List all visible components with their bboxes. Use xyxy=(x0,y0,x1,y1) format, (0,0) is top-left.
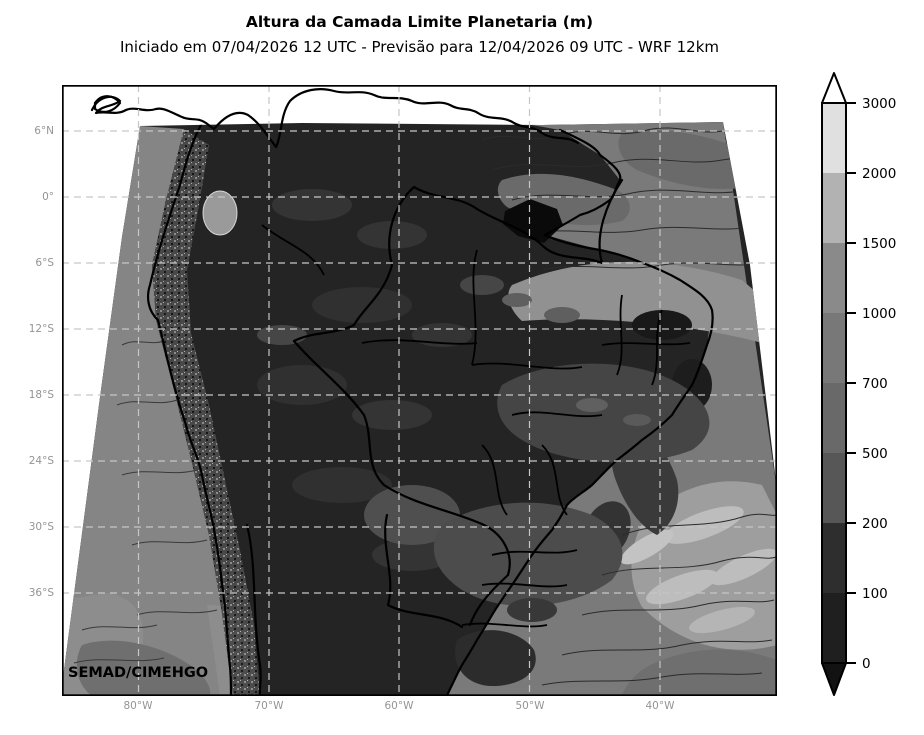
cbar-label-100: 100 xyxy=(862,586,888,602)
cbar-seg-2000-3000 xyxy=(822,103,846,173)
cbar-label-2000: 2000 xyxy=(862,166,896,182)
cbar-label-200: 200 xyxy=(862,516,888,532)
lat-tick-36s: 36°S xyxy=(28,587,54,599)
contour-lines-ne xyxy=(481,127,775,271)
colorbar-canvas: 0 100 200 500 700 1000 1500 2000 3000 xyxy=(821,72,896,696)
lon-tick-50w: 50°W xyxy=(515,700,545,712)
pbl-field xyxy=(62,122,777,696)
plot-subtitle: Iniciado em 07/04/2026 12 UTC - Previsão… xyxy=(119,38,720,56)
watermark: SEMAD/CIMEHGO xyxy=(68,665,208,681)
lat-tick-18s: 18°S xyxy=(28,389,54,401)
cbar-label-3000: 3000 xyxy=(862,96,896,112)
cbar-seg-700-1000 xyxy=(822,313,846,383)
cbar-seg-1500-2000 xyxy=(822,173,846,243)
colorbar-labels: 0 100 200 500 700 1000 1500 2000 3000 xyxy=(862,96,896,672)
map-canvas: SEMAD/CIMEHGO xyxy=(62,85,777,696)
lat-tick-6s: 6°S xyxy=(35,257,54,269)
amazon-mouth xyxy=(503,199,563,243)
cbar-label-0: 0 xyxy=(862,656,871,672)
lat-tick-0: 0° xyxy=(42,191,54,203)
lon-tick-70w: 70°W xyxy=(254,700,284,712)
colorbar-over-arrow xyxy=(821,72,847,104)
country-borders xyxy=(147,122,714,696)
cbar-label-700: 700 xyxy=(862,376,888,392)
map-plot: SEMAD/CIMEHGO xyxy=(62,85,777,696)
cbar-seg-200-500 xyxy=(822,453,846,523)
coastline-north xyxy=(90,88,580,149)
lon-tick-60w: 60°W xyxy=(384,700,414,712)
lat-tick-6n: 6°N xyxy=(34,125,54,137)
cbar-seg-100-200 xyxy=(822,523,846,593)
cbar-label-1000: 1000 xyxy=(862,306,896,322)
cbar-seg-500-700 xyxy=(822,383,846,453)
lat-tick-30s: 30°S xyxy=(28,521,54,533)
cbar-seg-1000-1500 xyxy=(822,243,846,313)
cbar-label-500: 500 xyxy=(862,446,888,462)
lon-tick-80w: 80°W xyxy=(123,700,153,712)
cbar-seg-0-100 xyxy=(822,593,846,663)
lon-tick-40w: 40°W xyxy=(645,700,675,712)
plot-frame xyxy=(62,85,777,696)
plot-title: Altura da Camada Limite Planetaria (m) xyxy=(245,13,594,31)
graticule xyxy=(62,85,777,696)
lat-tick-12s: 12°S xyxy=(28,323,54,335)
colorbar: 0 100 200 500 700 1000 1500 2000 3000 xyxy=(810,60,924,720)
colorbar-ticks xyxy=(846,102,856,664)
contour-lines-se xyxy=(541,513,777,686)
lat-tick-24s: 24°S xyxy=(28,455,54,467)
colorbar-under-arrow xyxy=(821,662,847,696)
island-dot xyxy=(759,255,765,261)
cbar-label-1500: 1500 xyxy=(862,236,896,252)
